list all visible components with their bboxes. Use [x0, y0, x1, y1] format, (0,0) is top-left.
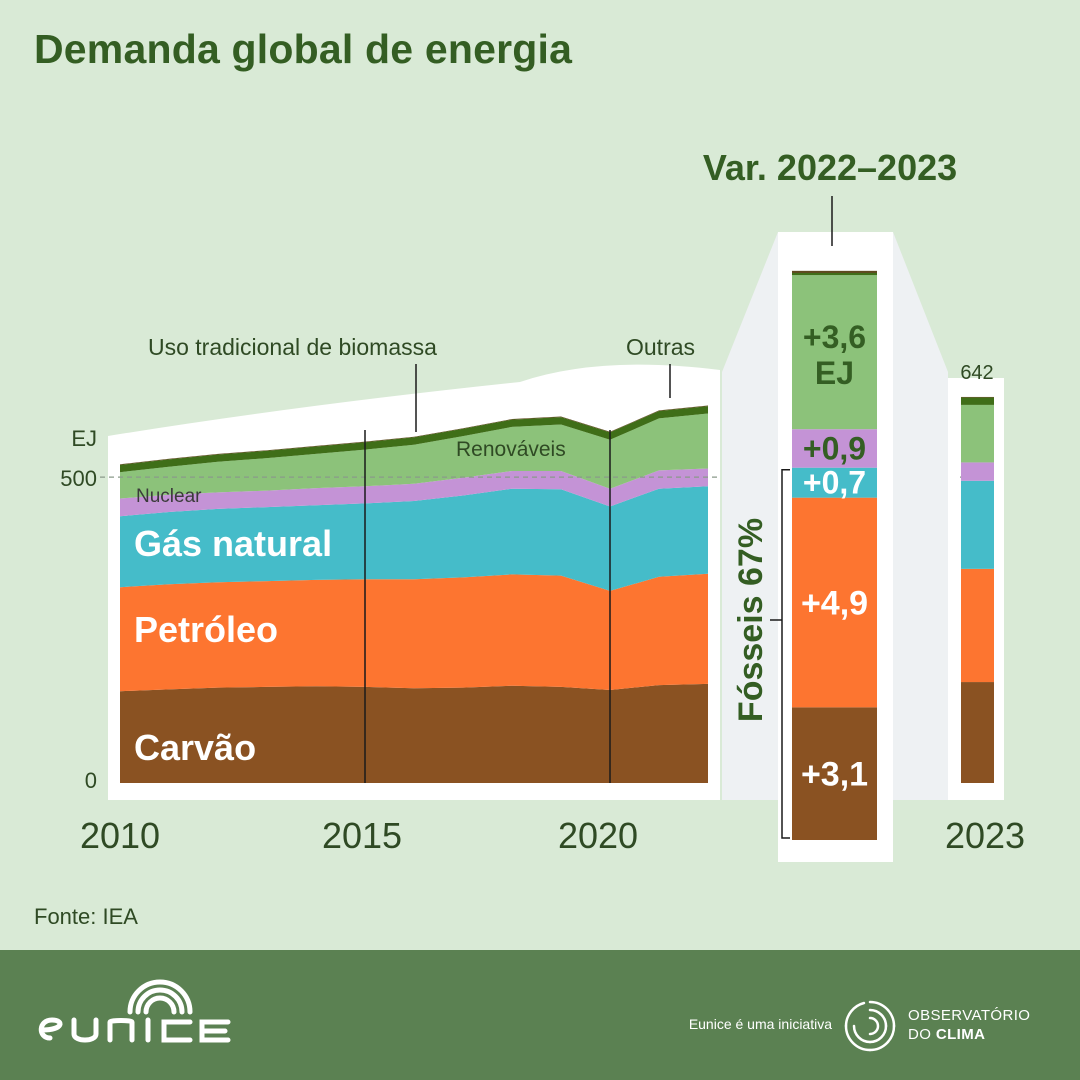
- org-line-2a: DO: [908, 1026, 936, 1043]
- org-line-1: OBSERVATÓRIO: [908, 1007, 1031, 1024]
- fossil-label: Fósseis 67%: [732, 518, 770, 722]
- variation-label-carv-o: +3,1: [801, 756, 868, 794]
- variation-label-renov-veis: +3,6: [803, 319, 866, 355]
- observatorio-name: OBSERVATÓRIO DO CLIMA: [908, 1006, 1030, 1044]
- area-nuclear: [120, 468, 708, 517]
- bar-2023-nuclear: [961, 462, 994, 481]
- bar-2023-petr-leo: [961, 568, 994, 683]
- energy-demand-chart: EJ 500 0 2010 2015 2020 Carvão Petróleo Gás natu…: [60, 147, 1025, 862]
- observatorio-logo-icon: [844, 1000, 896, 1052]
- eunice-logo: [38, 979, 231, 1043]
- bar-2023-uso-tradicional-de-biomassa: [961, 397, 994, 405]
- label-carvao: Carvão: [134, 727, 256, 768]
- variation-label-nuclear: +0,9: [803, 430, 866, 466]
- label-renovaveis: Renováveis: [456, 438, 566, 461]
- variation-seg-petr-leo: [792, 497, 877, 708]
- variation-label-petr-leo: +4,9: [801, 584, 868, 622]
- bar-2023-g-s-natural: [961, 480, 994, 569]
- total-2023-label: 642: [960, 362, 993, 384]
- variation-seg-outras: [792, 270, 877, 273]
- label-outras: Outras: [626, 334, 695, 360]
- variation-seg-uso-tradicional-de-biomassa: [792, 272, 877, 276]
- variation-unit: EJ: [815, 355, 854, 391]
- area-petr-leo: [120, 573, 708, 692]
- x-tick-2015: 2015: [322, 815, 402, 856]
- variation-title: Var. 2022–2023: [703, 147, 957, 188]
- variation-label-g-s-natural: +0,7: [803, 465, 866, 501]
- label-biomassa: Uso tradicional de biomassa: [148, 334, 437, 360]
- initiative-text: Eunice é uma iniciativa: [688, 1016, 832, 1032]
- org-line-2: DO CLIMA: [908, 1025, 1030, 1044]
- bar-2023-outras: [961, 396, 994, 398]
- label-nuclear: Nuclear: [136, 486, 202, 507]
- y-tick-500: 500: [60, 466, 97, 491]
- variation-seg-renov-veis: [792, 275, 877, 430]
- label-gas-natural: Gás natural: [134, 523, 332, 564]
- fossil-bracket: [781, 468, 790, 839]
- chart-title: Demanda global de energia: [34, 26, 573, 72]
- variation-seg-g-s-natural: [792, 467, 877, 498]
- org-line-2b: CLIMA: [935, 1026, 986, 1043]
- footer-bar: Eunice é uma iniciativa OBSERVATÓRIO DO …: [0, 950, 1080, 1080]
- bar-2023-renov-veis: [961, 404, 994, 463]
- variation-seg-carv-o: [792, 707, 877, 840]
- y-unit-label: EJ: [71, 426, 97, 451]
- variation-seg-nuclear: [792, 429, 877, 468]
- area-uso-tradicional-de-biomassa: [120, 406, 708, 473]
- area-g-s-natural: [120, 486, 708, 591]
- area-carv-o: [120, 683, 708, 783]
- label-petroleo: Petróleo: [134, 609, 278, 650]
- x-tick-2020: 2020: [558, 815, 638, 856]
- x-tick-2010: 2010: [80, 815, 160, 856]
- x-tick-2023: 2023: [945, 815, 1025, 856]
- source-note: Fonte: IEA: [34, 904, 138, 929]
- y-tick-0: 0: [85, 768, 97, 793]
- bar-2023-carv-o: [961, 682, 994, 783]
